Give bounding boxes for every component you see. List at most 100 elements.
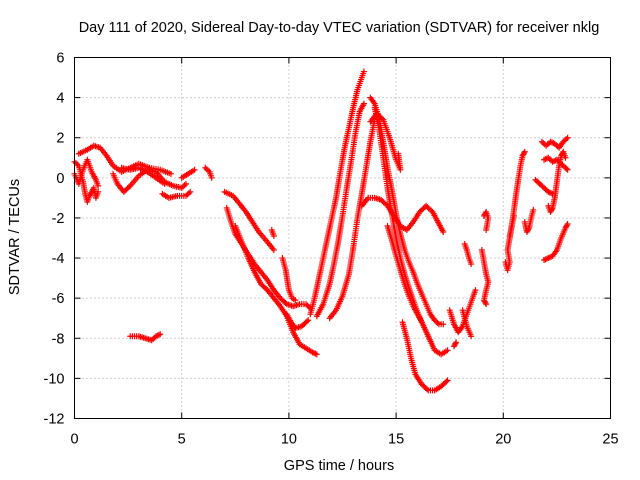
series-arc-32 [506,212,518,239]
series-arc-33 [521,206,537,235]
series-arc-6 [159,188,194,201]
plus-marker [305,317,312,324]
plus-marker [125,184,132,191]
series-arc-27 [459,307,475,340]
plus-marker [440,321,447,328]
plot-frame [74,57,611,419]
x-tick-label: 10 [281,432,297,448]
y-tick-label: -2 [52,211,65,227]
series-arc-23 [384,222,425,326]
series-arc-38 [541,220,571,264]
plus-marker [378,115,385,122]
plus-marker [95,182,102,189]
series-arc-14 [279,255,299,304]
plus-marker [525,226,532,233]
plus-marker [548,206,555,213]
series-arc-24 [399,319,451,394]
plus-marker [530,206,537,213]
plus-marker [187,188,194,195]
series-arc-17 [313,100,367,320]
series-arc-11 [223,204,314,312]
series-arc-5 [118,164,168,187]
plus-marker [95,188,102,195]
series-arc-37 [541,154,571,173]
plus-marker [453,339,460,346]
plus-marker [483,301,490,308]
series-arc-36 [545,148,569,215]
axis-ticks: 0 5 10 15 20 25 -12 -10 -8 -6 -4 -2 0 2 4 6 [44,51,619,448]
series-arc-25 [446,287,479,336]
series-arc-19 [358,194,447,235]
plus-marker [481,212,488,219]
plus-marker [443,378,450,385]
plus-marker [292,297,299,304]
plus-marker [481,211,488,218]
plus-marker [468,333,475,340]
series-arc-29 [478,247,492,308]
series-arc-15 [283,311,312,332]
plus-marker [482,299,489,306]
grid [74,57,611,419]
plus-marker [521,148,528,155]
y-tick-label: -12 [44,412,65,428]
series-arc-13 [268,226,277,239]
x-tick-label: 20 [495,432,511,448]
series-arc-10 [221,188,277,254]
y-tick-label: 6 [56,51,64,67]
plus-marker [423,386,430,393]
y-tick-label: -10 [44,371,65,387]
y-tick-label: -4 [52,251,65,267]
x-tick-label: 5 [178,432,186,448]
series-arc-16 [307,68,367,318]
plus-marker [452,340,459,347]
plus-marker [521,150,528,157]
x-tick-label: 25 [602,432,618,448]
plus-marker [313,351,320,358]
plus-marker [182,180,189,187]
series-arc-2 [71,156,102,189]
plus-marker [418,319,425,326]
series-arc-26 [450,339,460,350]
x-tick-label: 0 [70,432,78,448]
plus-marker [270,232,277,239]
y-axis-label: SDTVAR / TECUs [7,179,23,295]
plus-marker [270,247,277,254]
series-arc-21 [371,104,451,358]
plus-marker [360,68,367,75]
series-arc-28 [461,241,475,268]
data-marks [71,68,571,394]
x-tick-label: 15 [388,432,404,448]
plus-marker [360,100,367,107]
plus-marker [191,166,198,173]
plus-marker [563,222,570,229]
plus-marker [564,134,571,141]
plus-marker [208,174,215,181]
plus-marker [303,318,310,325]
series-arc-22 [367,110,404,173]
series-arc-12 [232,222,320,358]
plus-marker [444,347,451,354]
plus-marker [440,228,447,235]
series-arc-9 [178,166,198,181]
plus-marker [167,170,174,177]
series-arc-31 [502,148,528,274]
plus-marker [564,166,571,173]
y-tick-label: -8 [52,331,65,347]
series-arc-34 [532,176,556,197]
y-tick-label: 4 [56,91,64,107]
plus-marker [161,180,168,187]
plus-marker [472,287,479,294]
series-arc-18 [326,116,382,322]
plus-marker [444,377,451,384]
plus-marker [511,212,518,219]
plus-marker [562,154,569,161]
series-arc-35 [538,134,571,151]
x-axis-label: GPS time / hours [284,458,394,474]
series-arc-30 [481,208,492,233]
y-tick-label: 2 [56,131,64,147]
chart-title: Day 111 of 2020, Sidereal Day-to-day VTE… [79,20,600,36]
plus-marker [157,331,164,338]
plus-marker [563,165,570,172]
plus-marker [564,220,571,227]
